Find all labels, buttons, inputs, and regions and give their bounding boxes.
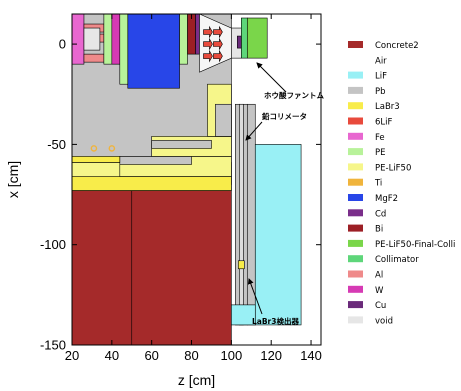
legend: Concrete2 Air LiF Pb LaBr3 6LiF Fe PE PE-LiF50 Ti…: [348, 41, 455, 326]
legend-label: 6LiF: [375, 118, 393, 128]
region-beam-arrow-1: [203, 37, 213, 51]
x-axis-label: z [cm]: [178, 372, 215, 388]
legend-swatch: [348, 224, 363, 232]
y-tick-label: -50: [47, 137, 66, 152]
x-tick-label: 60: [144, 348, 158, 363]
region-pb-inner: [151, 140, 212, 149]
legend-label: Bi: [375, 225, 383, 235]
region-labr3-detector: [238, 260, 245, 270]
annotation-label: LaBr3検出器: [252, 316, 299, 326]
legend-swatch: [348, 255, 363, 263]
legend-swatch: [348, 41, 363, 48]
legend-label: LaBr3: [375, 102, 400, 112]
region-labr3-left: [72, 156, 121, 163]
axes: [71, 13, 322, 346]
legend-label: Collimator: [375, 255, 419, 265]
legend-swatch: [348, 102, 363, 110]
x-tick-label: 100: [221, 348, 243, 363]
y-tick-label: 0: [59, 37, 66, 52]
legend-label: W: [375, 286, 384, 296]
legend-label: PE-LiF50: [375, 163, 411, 173]
ti-marker-1: [108, 145, 116, 152]
region-beam-arrow-2: [203, 49, 213, 63]
region-pb-step: [119, 156, 192, 165]
annotation-arrow: [245, 121, 263, 141]
region-cd-filter: [195, 14, 200, 55]
legend-swatch: [348, 301, 363, 309]
legend-swatch: [348, 209, 363, 217]
legend-swatch: [348, 71, 363, 79]
region-beam-arrow-5: [213, 49, 223, 63]
legend-swatch: [348, 178, 363, 186]
region-cu-target: [237, 35, 242, 49]
region-pe-lif50-final-colli: [246, 17, 268, 59]
region-pb-right: [215, 103, 232, 137]
legend-swatch: [348, 132, 363, 140]
x-tick-label: 80: [184, 348, 198, 363]
legend-label: PE-LiF50-Final-Colli: [375, 240, 455, 250]
region-fe-left: [72, 14, 85, 65]
region-lif-block: [254, 144, 302, 326]
legend-label: Fe: [375, 133, 385, 143]
region-w-block: [111, 14, 121, 65]
legend-swatch: [348, 56, 363, 64]
region-concrete-floor-left: [72, 190, 133, 345]
legend-label: Pb: [375, 87, 386, 97]
legend-swatch: [348, 148, 363, 156]
region-labr3-strip: [72, 176, 232, 191]
legend-swatch: [348, 285, 363, 293]
legend-label: Al: [375, 271, 383, 281]
region-beam-arrow-0: [203, 25, 213, 39]
tick-labels: 20 40 60 80 100 120 140 0 -50 -100 -150: [40, 14, 322, 363]
y-tick-label: -150: [40, 338, 66, 353]
legend-swatch: [348, 270, 363, 278]
legend-swatch: [348, 239, 363, 247]
x-tick-label: 20: [65, 348, 79, 363]
plot-frame: [71, 13, 322, 346]
legend-swatch: [348, 117, 363, 125]
region-mgf2-moderator: [127, 14, 180, 89]
ti-marker-0: [90, 145, 98, 152]
annotation-arrow: [256, 62, 287, 93]
legend-label: Concrete2: [375, 41, 419, 51]
legend-swatch: [348, 316, 363, 324]
x-tick-label: 120: [260, 348, 282, 363]
region-beam-arrow-4: [213, 37, 223, 51]
legend-swatch: [348, 163, 363, 171]
y-tick-label: -100: [40, 237, 66, 252]
region-lead-collimator-core: [239, 103, 244, 326]
x-tick-label: 140: [300, 348, 322, 363]
x-tick-label: 40: [105, 348, 119, 363]
annotation-arrow: [247, 278, 263, 315]
legend-label: void: [375, 316, 393, 326]
legend-label: Cd: [375, 209, 386, 219]
region-pe-thin: [119, 14, 129, 85]
y-axis-label: x [cm]: [5, 161, 21, 198]
legend-label: Ti: [374, 179, 382, 189]
region-pe-right-thin: [179, 14, 188, 65]
geometry-region: [72, 14, 321, 345]
region-al-bot-1: [83, 53, 105, 63]
legend-label: PE: [375, 148, 386, 158]
legend-label: MgF2: [375, 194, 398, 204]
legend-swatch: [348, 86, 363, 94]
region-collimator-ring: [241, 17, 248, 59]
legend-label: LiF: [375, 72, 387, 82]
legend-swatch: [348, 194, 363, 201]
legend-label: Cu: [375, 301, 386, 311]
region-void-left: [83, 27, 101, 51]
legend-label: Air: [375, 56, 387, 66]
annotation-label: 鉛コリメータ: [262, 111, 307, 121]
region-beam-arrow-3: [213, 25, 223, 39]
region-bi-filter: [187, 14, 196, 55]
region-lif-bottom: [231, 304, 256, 326]
annotation-label: ホウ酸ファントム: [264, 90, 324, 100]
